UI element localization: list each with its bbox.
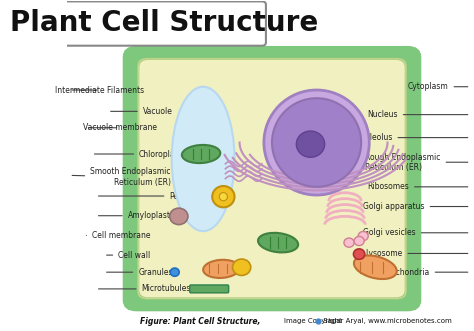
Text: Figure: Plant Cell Structure,: Figure: Plant Cell Structure, — [140, 317, 261, 326]
Text: Smooth Endoplasmic
Reticulum (ER): Smooth Endoplasmic Reticulum (ER) — [72, 167, 171, 187]
Text: Golgi vesicles: Golgi vesicles — [363, 228, 468, 237]
Ellipse shape — [170, 268, 179, 276]
Text: Vacuole membrane: Vacuole membrane — [82, 123, 156, 132]
FancyBboxPatch shape — [190, 285, 228, 293]
Text: Microtubules: Microtubules — [99, 284, 191, 293]
Ellipse shape — [358, 231, 368, 241]
Text: Vacuole: Vacuole — [110, 107, 173, 116]
Text: Ribosomes: Ribosomes — [367, 182, 468, 191]
Text: Mitochondria: Mitochondria — [379, 268, 468, 277]
Text: Sagar Aryal, www.microbenotes.com: Sagar Aryal, www.microbenotes.com — [320, 318, 451, 324]
Ellipse shape — [182, 145, 220, 163]
FancyBboxPatch shape — [64, 1, 266, 46]
Text: Cytoplasm: Cytoplasm — [408, 82, 468, 91]
Ellipse shape — [212, 186, 235, 207]
Ellipse shape — [354, 256, 397, 279]
Ellipse shape — [354, 236, 364, 246]
Text: Image Copyright: Image Copyright — [284, 318, 342, 324]
Text: Nucleus: Nucleus — [367, 110, 468, 119]
Text: Rough Endoplasmic
Reticulum (ER): Rough Endoplasmic Reticulum (ER) — [365, 153, 468, 172]
FancyBboxPatch shape — [138, 59, 406, 299]
Text: Intermediate Filaments: Intermediate Filaments — [55, 85, 145, 95]
Ellipse shape — [232, 259, 251, 275]
Text: Cell wall: Cell wall — [107, 251, 150, 260]
Ellipse shape — [264, 90, 369, 195]
Ellipse shape — [354, 249, 365, 260]
Ellipse shape — [170, 208, 188, 224]
Text: Golgi apparatus: Golgi apparatus — [363, 202, 468, 211]
Ellipse shape — [172, 87, 235, 231]
Text: Nucleolus: Nucleolus — [355, 133, 468, 142]
Text: Peroxisome: Peroxisome — [99, 192, 213, 201]
Ellipse shape — [272, 98, 361, 187]
Text: Chloroplast: Chloroplast — [94, 150, 183, 159]
FancyBboxPatch shape — [124, 47, 420, 310]
Ellipse shape — [296, 131, 325, 157]
Text: Amyloplast: Amyloplast — [99, 211, 171, 220]
Text: Cell membrane: Cell membrane — [86, 231, 150, 240]
Ellipse shape — [258, 233, 298, 253]
Ellipse shape — [219, 193, 228, 201]
Ellipse shape — [344, 238, 354, 247]
Text: Plant Cell Structure: Plant Cell Structure — [10, 9, 319, 37]
Text: Lysosome: Lysosome — [365, 249, 468, 258]
Ellipse shape — [203, 260, 239, 278]
Text: Granules: Granules — [107, 268, 173, 277]
